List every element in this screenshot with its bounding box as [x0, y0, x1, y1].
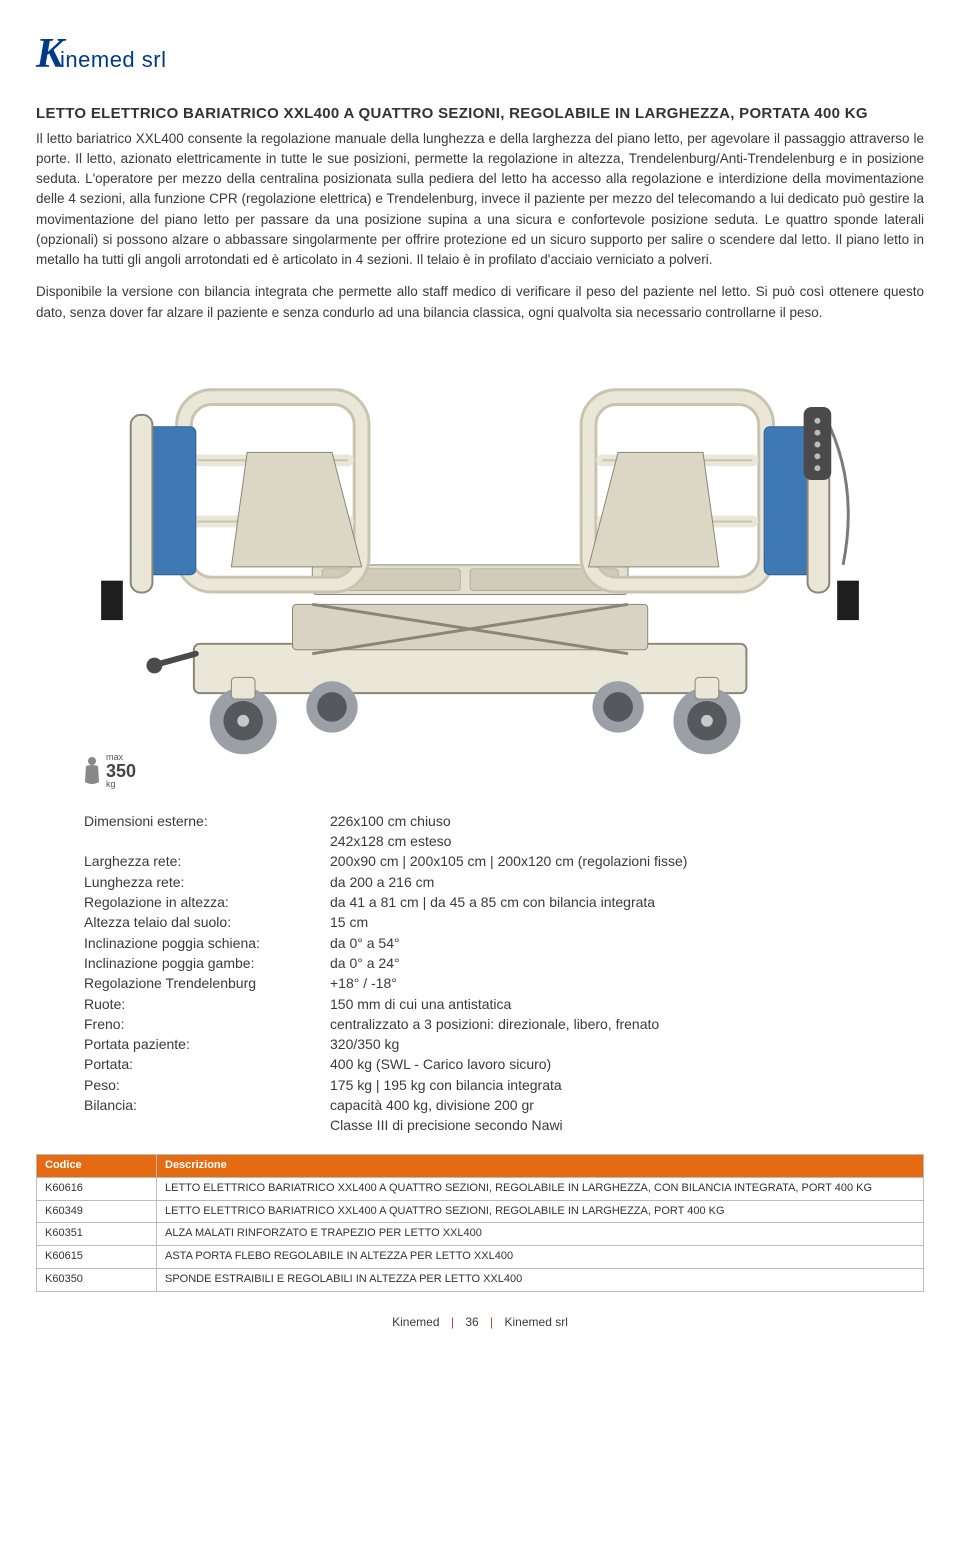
code-cell: K60616 — [37, 1177, 157, 1200]
codes-header-desc: Descrizione — [157, 1154, 924, 1177]
wheel-rear-left — [306, 681, 357, 732]
codes-table: Codice Descrizione K60616LETTO ELETTRICO… — [36, 1154, 924, 1293]
logo-rest: inemed srl — [60, 47, 166, 72]
spec-label: Regolazione Trendelenburg — [84, 973, 330, 993]
spec-label: Altezza telaio dal suolo: — [84, 912, 330, 932]
code-cell: K60615 — [37, 1246, 157, 1269]
spec-value: 200x90 cm | 200x105 cm | 200x120 cm (reg… — [330, 851, 924, 871]
spec-row: Classe III di precisione secondo Nawi — [84, 1115, 924, 1135]
spec-value: da 41 a 81 cm | da 45 a 85 cm con bilanc… — [330, 892, 924, 912]
spec-row: Regolazione in altezza:da 41 a 81 cm | d… — [84, 892, 924, 912]
spec-value: da 0° a 24° — [330, 953, 924, 973]
spec-label: Inclinazione poggia gambe: — [84, 953, 330, 973]
spec-row: Altezza telaio dal suolo:15 cm — [84, 912, 924, 932]
spec-value: +18° / -18° — [330, 973, 924, 993]
spec-value: da 0° a 54° — [330, 933, 924, 953]
wheel-rear-right — [592, 681, 643, 732]
spec-label: Freno: — [84, 1014, 330, 1034]
spec-value: capacità 400 kg, divisione 200 gr — [330, 1095, 924, 1115]
crank-handle — [147, 654, 196, 674]
spec-label: Regolazione in altezza: — [84, 892, 330, 912]
bed-svg — [36, 335, 924, 775]
spec-label: Portata paziente: — [84, 1034, 330, 1054]
spec-row: Inclinazione poggia schiena:da 0° a 54° — [84, 933, 924, 953]
spec-label: Dimensioni esterne: — [84, 811, 330, 831]
spec-label: Lunghezza rete: — [84, 872, 330, 892]
spec-value: 400 kg (SWL - Carico lavoro sicuro) — [330, 1054, 924, 1074]
desc-cell: LETTO ELETTRICO BARIATRICO XXL400 A QUAT… — [157, 1177, 924, 1200]
spec-row: Portata paziente:320/350 kg — [84, 1034, 924, 1054]
desc-cell: ALZA MALATI RINFORZATO E TRAPEZIO PER LE… — [157, 1223, 924, 1246]
spec-row: Ruote:150 mm di cui una antistatica — [84, 994, 924, 1014]
specs-list: Dimensioni esterne:226x100 cm chiuso242x… — [84, 811, 924, 1136]
footer-right: Kinemed srl — [505, 1315, 568, 1329]
spec-row: Bilancia:capacità 400 kg, divisione 200 … — [84, 1095, 924, 1115]
spec-value: 242x128 cm esteso — [330, 831, 924, 851]
table-row: K60351ALZA MALATI RINFORZATO E TRAPEZIO … — [37, 1223, 924, 1246]
product-illustration: max 350 kg — [36, 335, 924, 805]
spec-row: Inclinazione poggia gambe:da 0° a 24° — [84, 953, 924, 973]
spec-label — [84, 831, 330, 851]
spec-value: 320/350 kg — [330, 1034, 924, 1054]
spec-label — [84, 1115, 330, 1135]
table-row: K60349LETTO ELETTRICO BARIATRICO XXL400 … — [37, 1200, 924, 1223]
spec-row: Freno:centralizzato a 3 posizioni: direz… — [84, 1014, 924, 1034]
spec-label: Peso: — [84, 1075, 330, 1095]
table-row: K60616LETTO ELETTRICO BARIATRICO XXL400 … — [37, 1177, 924, 1200]
code-cell: K60350 — [37, 1269, 157, 1292]
logo-k: K — [36, 31, 63, 77]
codes-header-code: Codice — [37, 1154, 157, 1177]
page-footer: Kinemed | 36 | Kinemed srl — [36, 1314, 924, 1331]
spec-row: Peso:175 kg | 195 kg con bilancia integr… — [84, 1075, 924, 1095]
desc-cell: SPONDE ESTRAIBILI E REGOLABILI IN ALTEZZ… — [157, 1269, 924, 1292]
spec-row: Larghezza rete:200x90 cm | 200x105 cm | … — [84, 851, 924, 871]
page-title: LETTO ELETTRICO BARIATRICO XXL400 A QUAT… — [36, 103, 924, 125]
spec-row: Dimensioni esterne:226x100 cm chiuso — [84, 811, 924, 831]
footer-page: 36 — [465, 1315, 478, 1329]
code-cell: K60349 — [37, 1200, 157, 1223]
spec-value: da 200 a 216 cm — [330, 872, 924, 892]
person-icon — [82, 756, 102, 786]
spec-value: 15 cm — [330, 912, 924, 932]
spec-label: Portata: — [84, 1054, 330, 1074]
spec-label: Larghezza rete: — [84, 851, 330, 871]
paragraph-2: Disponibile la versione con bilancia int… — [36, 282, 924, 323]
desc-cell: LETTO ELETTRICO BARIATRICO XXL400 A QUAT… — [157, 1200, 924, 1223]
spec-value: 150 mm di cui una antistatica — [330, 994, 924, 1014]
spec-row: Lunghezza rete:da 200 a 216 cm — [84, 872, 924, 892]
table-row: K60615ASTA PORTA FLEBO REGOLABILE IN ALT… — [37, 1246, 924, 1269]
weight-badge: max 350 kg — [82, 753, 136, 789]
weight-unit: kg — [106, 780, 136, 789]
table-row: K60350SPONDE ESTRAIBILI E REGOLABILI IN … — [37, 1269, 924, 1292]
spec-label: Bilancia: — [84, 1095, 330, 1115]
spec-label: Inclinazione poggia schiena: — [84, 933, 330, 953]
desc-cell: ASTA PORTA FLEBO REGOLABILE IN ALTEZZA P… — [157, 1246, 924, 1269]
spec-row: Portata:400 kg (SWL - Carico lavoro sicu… — [84, 1054, 924, 1074]
spec-value: Classe III di precisione secondo Nawi — [330, 1115, 924, 1135]
brand-logo: Kinemed srl — [36, 24, 924, 85]
code-cell: K60351 — [37, 1223, 157, 1246]
spec-value: 175 kg | 195 kg con bilancia integrata — [330, 1075, 924, 1095]
weight-value: 350 — [106, 762, 136, 780]
paragraph-1: Il letto bariatrico XXL400 consente la r… — [36, 129, 924, 271]
footer-sep-2: | — [490, 1315, 493, 1329]
footer-left: Kinemed — [392, 1315, 439, 1329]
spec-row: Regolazione Trendelenburg+18° / -18° — [84, 973, 924, 993]
spec-label: Ruote: — [84, 994, 330, 1014]
spec-value: centralizzato a 3 posizioni: direzionale… — [330, 1014, 924, 1034]
spec-value: 226x100 cm chiuso — [330, 811, 924, 831]
spec-row: 242x128 cm esteso — [84, 831, 924, 851]
footer-sep-1: | — [451, 1315, 454, 1329]
